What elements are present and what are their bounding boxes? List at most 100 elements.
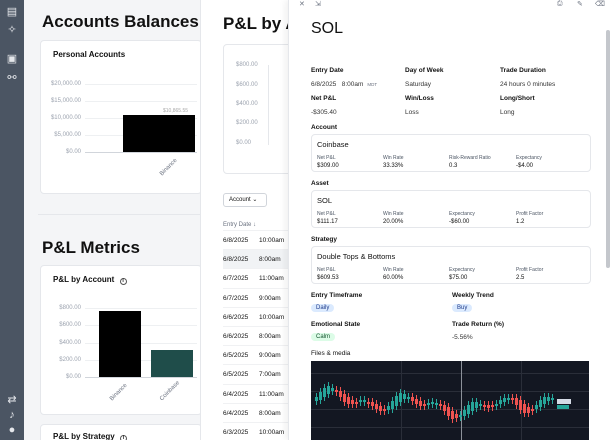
- candle-body: [539, 400, 542, 407]
- candle-body: [475, 402, 478, 408]
- delete-icon[interactable]: ⌫: [595, 1, 605, 8]
- accounts-title: Accounts Balances: [42, 12, 199, 31]
- candle-body: [463, 410, 466, 417]
- account-box[interactable]: Coinbase Net P&L $309.00 Win Rate 33.33%…: [311, 134, 591, 172]
- row-date: 6/4/2025: [223, 390, 249, 398]
- candle-body: [315, 397, 318, 401]
- return-value: -5.56%: [452, 334, 473, 341]
- candle-body: [503, 397, 506, 403]
- entry-date-header[interactable]: Entry Date ↓: [223, 222, 257, 228]
- info-icon[interactable]: i: [119, 278, 127, 285]
- candle-body: [331, 387, 334, 391]
- bell-icon[interactable]: ♪: [9, 409, 15, 421]
- pl-by-strategy-title: P&L by Strategy i: [53, 432, 127, 440]
- winloss-label: Win/Loss: [405, 95, 434, 102]
- candle-body: [391, 400, 394, 409]
- y-tick: $5,000.00: [54, 132, 81, 138]
- strategy-box[interactable]: Double Tops & Bottoms Net P&L $609.53 Wi…: [311, 246, 591, 284]
- table-row[interactable]: 6/7/2025 11:00am: [223, 268, 288, 287]
- strategy-section-title: Strategy: [311, 236, 338, 243]
- row-date: 6/6/2025: [223, 313, 249, 321]
- duration-value: 24 hours 0 minutes: [500, 81, 556, 88]
- pl-by-strategy-card: P&L by Strategy i: [40, 424, 202, 440]
- x-tick-label: Binance: [109, 382, 129, 403]
- table-row[interactable]: 6/6/2025 10:00am: [223, 306, 288, 326]
- drawer-scrollbar[interactable]: [606, 30, 610, 268]
- candle-body: [471, 402, 474, 411]
- candle-body: [415, 398, 418, 405]
- timeframe-label: Entry Timeframe: [311, 292, 363, 299]
- files-label: Files & media: [311, 350, 351, 357]
- arrow-icon[interactable]: ⇄: [7, 394, 17, 406]
- table-row[interactable]: 6/3/2025 10:00am: [223, 422, 288, 440]
- candle-body: [395, 395, 398, 406]
- asset-section-title: Asset: [311, 180, 329, 187]
- y-tick: $800.00: [59, 305, 81, 311]
- candle-body: [467, 405, 470, 415]
- pl-by-account-card: P&L by Account i $800.00 $600.00 $400.00…: [40, 265, 202, 415]
- table-row[interactable]: 6/7/2025 9:00am: [223, 287, 288, 307]
- emotion-pill: Calm: [311, 333, 336, 341]
- table-row[interactable]: 6/6/2025 8:00am: [223, 326, 288, 345]
- row-time: 8:00am: [259, 409, 281, 417]
- account-select[interactable]: Account ⌄: [223, 193, 267, 207]
- row-time: 9:00am: [259, 294, 281, 302]
- candle-body: [455, 414, 458, 419]
- edit-icon[interactable]: ✎: [577, 1, 583, 8]
- table-row[interactable]: 6/8/2025 8:00am: [223, 249, 288, 269]
- candle-body: [359, 400, 362, 403]
- row-time: 7:00am: [259, 371, 281, 379]
- row-date: 6/7/2025: [223, 275, 249, 283]
- row-time: 11:00am: [259, 390, 284, 398]
- candle-body: [343, 393, 346, 402]
- pl-metrics-title: P&L Metrics: [42, 238, 140, 257]
- bar-binance[interactable]: [123, 115, 195, 152]
- candle-body: [319, 392, 322, 400]
- pl-panel-chart: $800.00 $600.00 $400.00 $200.00 $0.00: [223, 44, 288, 174]
- book-icon[interactable]: ▤: [6, 6, 18, 18]
- net-pl-value: -$305.40: [311, 109, 337, 116]
- chevron-down-icon: ⌄: [252, 197, 258, 203]
- candle-body: [487, 404, 490, 408]
- y-tick: $20,000.00: [50, 81, 81, 87]
- expand-icon[interactable]: ⇲: [315, 1, 321, 8]
- asset-box[interactable]: SOL Net P&L $111.17 Win Rate 20.00% Expe…: [311, 190, 591, 228]
- chart-screenshot-image[interactable]: [311, 361, 589, 440]
- candle-body: [491, 405, 494, 408]
- y-tick: $0.00: [65, 374, 81, 380]
- candle-body: [383, 408, 386, 411]
- candle-body: [323, 387, 326, 397]
- candle-body: [423, 403, 426, 406]
- row-time: 10:00am: [259, 313, 285, 321]
- bar-coinbase[interactable]: [151, 350, 193, 377]
- table-row[interactable]: 6/4/2025 8:00am: [223, 402, 288, 422]
- table-row[interactable]: 6/5/2025 9:00am: [223, 345, 288, 364]
- table-row[interactable]: 6/8/2025 10:00am: [223, 230, 288, 249]
- row-time: 10:00am: [259, 429, 285, 436]
- day-value: Saturday: [405, 81, 432, 88]
- candle-body: [543, 397, 546, 404]
- users-icon[interactable]: ⚯: [7, 72, 17, 84]
- row-date: 6/3/2025: [223, 429, 249, 436]
- bar-binance[interactable]: [99, 311, 141, 377]
- candle-body: [507, 397, 510, 400]
- row-date: 6/4/2025: [223, 409, 249, 417]
- candle-body: [523, 403, 526, 414]
- book-open-icon[interactable]: ▣: [6, 53, 18, 65]
- close-icon[interactable]: ✕: [299, 1, 305, 8]
- print-icon[interactable]: ⎙: [557, 0, 563, 7]
- candle-body: [551, 397, 554, 400]
- table-row[interactable]: 6/5/2025 7:00am: [223, 364, 288, 383]
- y-tick: $200.00: [59, 357, 81, 363]
- x-tick-label: Binance: [159, 157, 179, 178]
- info-icon[interactable]: i: [119, 435, 127, 440]
- candle-body: [483, 404, 486, 407]
- candle-body: [439, 403, 442, 406]
- row-time: 8:00am: [259, 333, 281, 340]
- table-row[interactable]: 6/4/2025 11:00am: [223, 383, 288, 403]
- candle-body: [379, 406, 382, 412]
- sparkle-icon[interactable]: ✧: [7, 24, 17, 36]
- user-icon[interactable]: ●: [8, 424, 16, 436]
- candle-body: [547, 396, 550, 401]
- trend-label: Weekly Trend: [452, 292, 494, 299]
